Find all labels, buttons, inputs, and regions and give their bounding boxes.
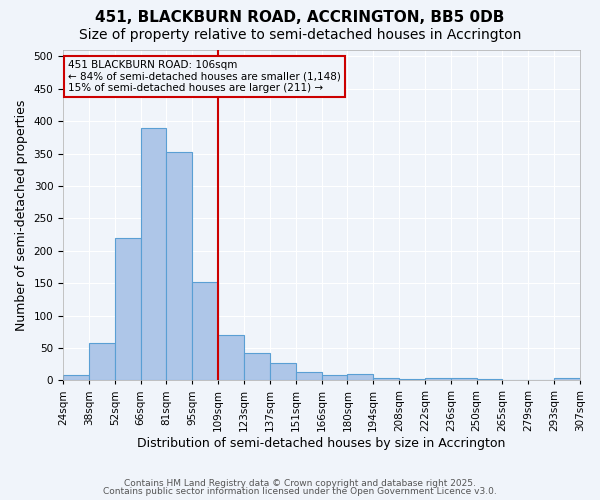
Bar bbox=[373, 378, 399, 380]
X-axis label: Distribution of semi-detached houses by size in Accrington: Distribution of semi-detached houses by … bbox=[137, 437, 506, 450]
Bar bbox=[399, 379, 425, 380]
Text: Contains public sector information licensed under the Open Government Licence v3: Contains public sector information licen… bbox=[103, 487, 497, 496]
Bar bbox=[218, 335, 244, 380]
Bar bbox=[63, 375, 89, 380]
Text: Size of property relative to semi-detached houses in Accrington: Size of property relative to semi-detach… bbox=[79, 28, 521, 42]
Bar bbox=[140, 128, 166, 380]
Bar bbox=[347, 374, 373, 380]
Bar bbox=[554, 378, 580, 380]
Text: 451 BLACKBURN ROAD: 106sqm
← 84% of semi-detached houses are smaller (1,148)
15%: 451 BLACKBURN ROAD: 106sqm ← 84% of semi… bbox=[68, 60, 341, 93]
Text: Contains HM Land Registry data © Crown copyright and database right 2025.: Contains HM Land Registry data © Crown c… bbox=[124, 478, 476, 488]
Bar bbox=[166, 152, 192, 380]
Bar bbox=[451, 378, 476, 380]
Bar bbox=[115, 238, 140, 380]
Text: 451, BLACKBURN ROAD, ACCRINGTON, BB5 0DB: 451, BLACKBURN ROAD, ACCRINGTON, BB5 0DB bbox=[95, 10, 505, 25]
Y-axis label: Number of semi-detached properties: Number of semi-detached properties bbox=[15, 100, 28, 331]
Bar bbox=[296, 372, 322, 380]
Bar bbox=[192, 282, 218, 380]
Bar bbox=[244, 353, 270, 380]
Bar bbox=[322, 375, 347, 380]
Bar bbox=[476, 379, 502, 380]
Bar bbox=[270, 363, 296, 380]
Bar bbox=[89, 342, 115, 380]
Bar bbox=[425, 378, 451, 380]
